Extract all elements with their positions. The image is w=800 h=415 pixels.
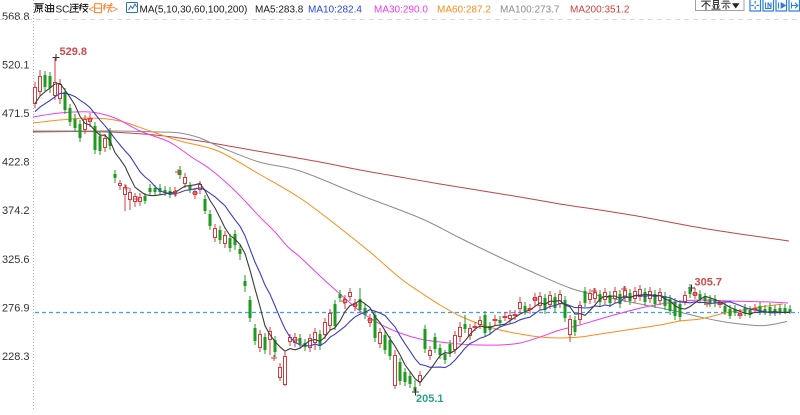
svg-text:MA60:287.2: MA60:287.2	[437, 5, 491, 16]
svg-text:568.8: 568.8	[2, 11, 30, 23]
svg-text:374.2: 374.2	[2, 205, 30, 217]
svg-text:MA5:283.8: MA5:283.8	[255, 5, 304, 16]
svg-text:529.8: 529.8	[60, 46, 88, 58]
svg-text:205.1: 205.1	[416, 393, 444, 405]
svg-text:276.9: 276.9	[2, 302, 30, 314]
svg-text:MA100:273.7: MA100:273.7	[500, 5, 560, 16]
svg-text:MA(5,10,30,60,100,200): MA(5,10,30,60,100,200)	[140, 5, 248, 16]
svg-text:471.5: 471.5	[2, 108, 30, 120]
svg-text:MA10:282.4: MA10:282.4	[308, 5, 362, 16]
svg-text:MA30:290.0: MA30:290.0	[374, 5, 428, 16]
svg-text:SC: SC	[56, 5, 70, 16]
svg-text:228.3: 228.3	[2, 351, 30, 363]
svg-text:325.6: 325.6	[2, 254, 30, 266]
svg-text:422.8: 422.8	[2, 157, 30, 169]
svg-text:MA200:351.2: MA200:351.2	[570, 5, 630, 16]
svg-text:520.1: 520.1	[2, 59, 30, 71]
svg-text:305.7: 305.7	[695, 277, 723, 289]
svg-text:<: <	[89, 5, 95, 16]
svg-text:>: >	[112, 5, 118, 16]
